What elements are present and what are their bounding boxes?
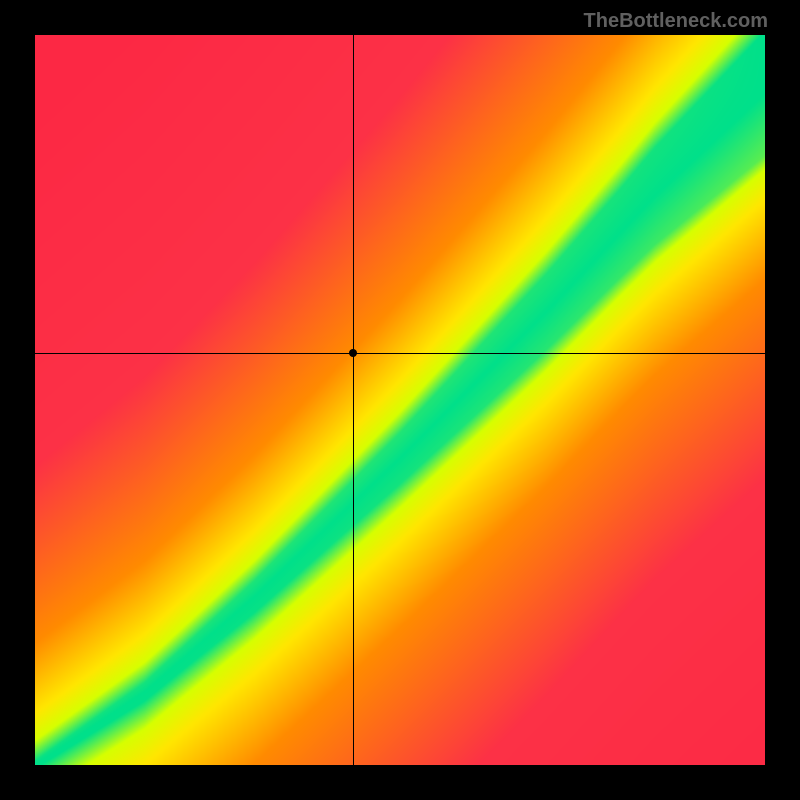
heatmap-canvas [35,35,765,765]
marker-dot [349,349,357,357]
crosshair-vertical [353,35,354,765]
crosshair-horizontal [35,353,765,354]
heatmap-plot [35,35,765,765]
watermark-text: TheBottleneck.com [584,10,768,33]
